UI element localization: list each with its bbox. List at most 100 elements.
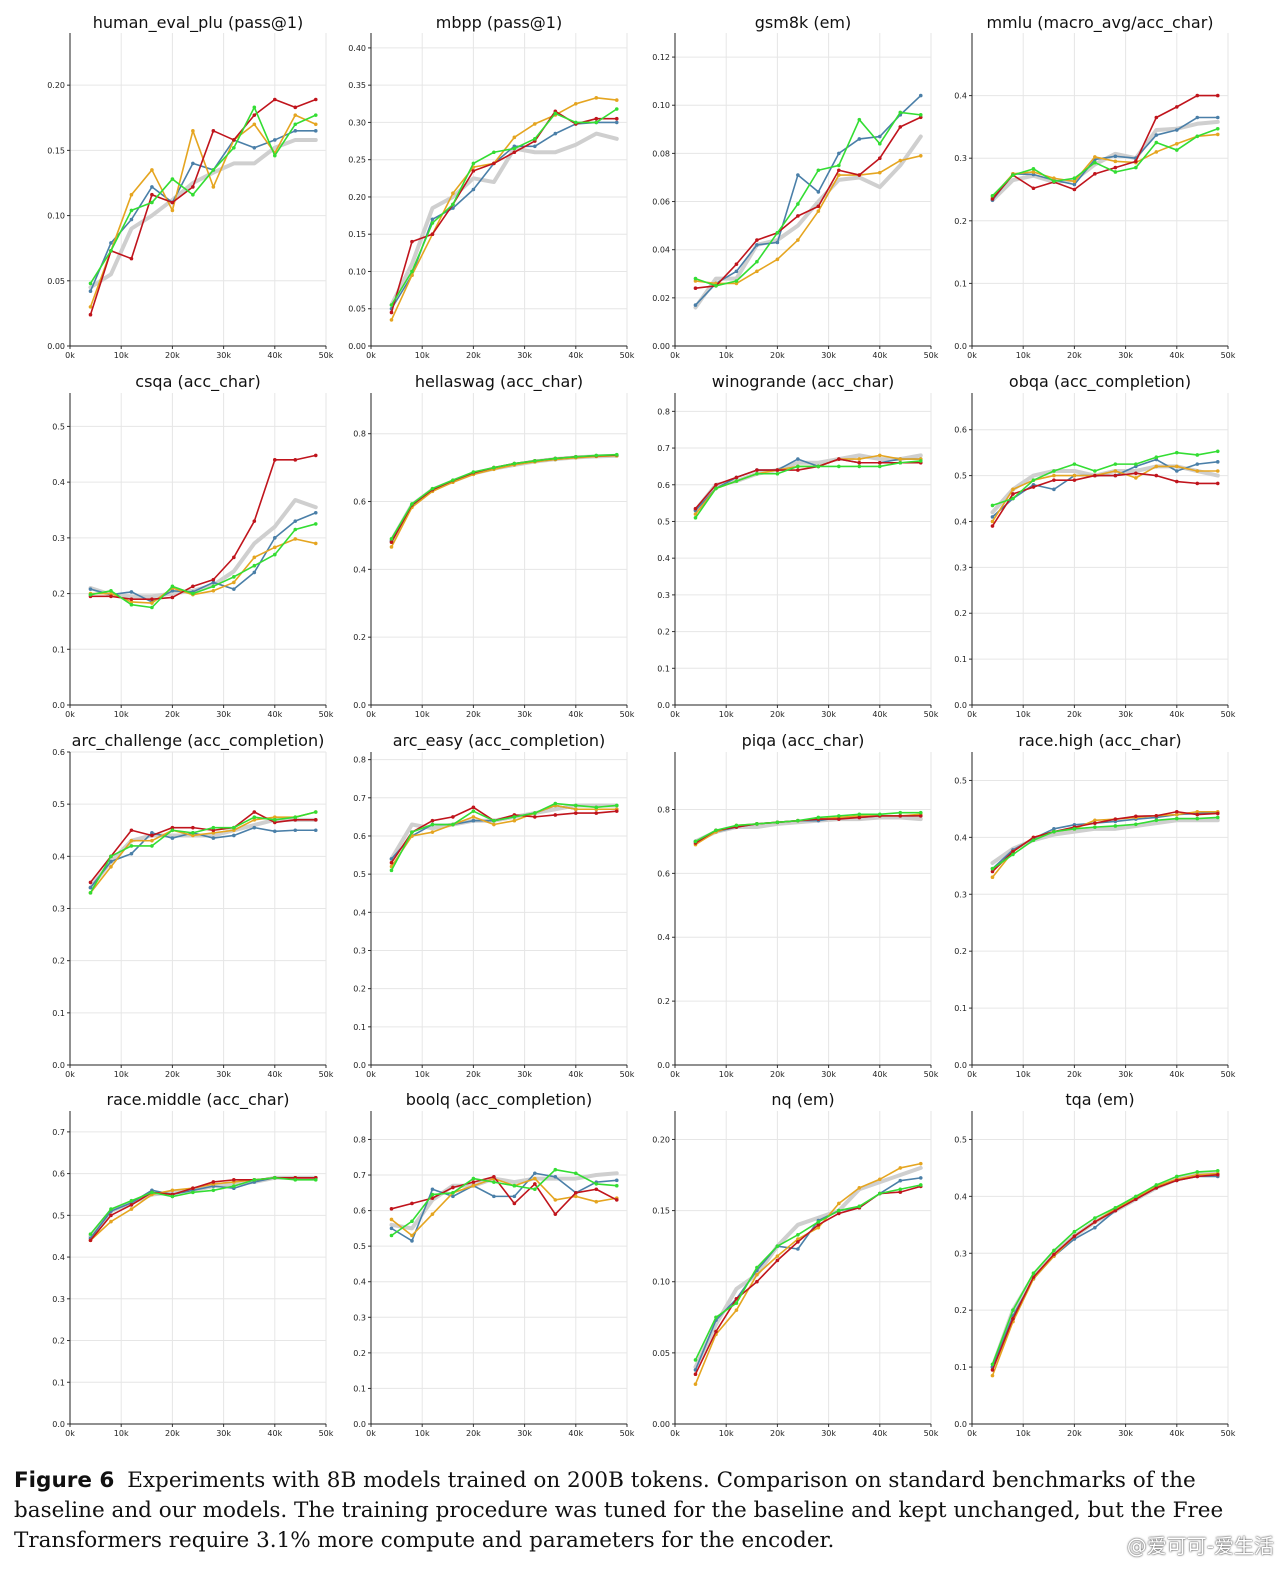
- data-point-red: [211, 577, 216, 582]
- y-tick-label: 0.1: [52, 645, 65, 654]
- chart-panel: piqa (acc_char) 0.0 0.2 0.4 0.6 0.8 0k 10k 20k 30…: [657, 731, 939, 1079]
- data-point-red: [816, 1223, 821, 1227]
- data-point-green: [88, 891, 93, 895]
- data-point-red: [594, 1187, 599, 1192]
- data-point-green: [614, 803, 619, 808]
- y-tick-label: 0.1: [954, 279, 967, 288]
- data-point-blue: [252, 570, 257, 575]
- x-tick-label: 20k: [165, 1429, 180, 1438]
- data-point-orange: [918, 153, 923, 158]
- data-point-orange: [293, 113, 298, 117]
- data-point-red: [129, 256, 134, 261]
- data-point-red: [1175, 479, 1179, 484]
- x-tick-label: 0k: [670, 351, 680, 360]
- x-tick-label: 0k: [967, 1070, 977, 1079]
- data-point-red: [293, 458, 298, 462]
- data-point-red: [1195, 1174, 1200, 1179]
- data-point-blue: [1195, 115, 1200, 120]
- y-tick-label: 0.4: [657, 554, 670, 563]
- data-point-blue: [857, 137, 862, 141]
- data-point-orange: [990, 1373, 995, 1378]
- data-point-green: [430, 221, 435, 225]
- x-tick-label: 0k: [670, 710, 680, 719]
- data-point-orange: [109, 1219, 113, 1224]
- data-point-blue: [451, 1194, 455, 1199]
- y-tick-label: 0.00: [348, 342, 366, 351]
- data-point-blue: [471, 818, 476, 823]
- data-point-green: [553, 111, 558, 116]
- data-point-red: [1093, 473, 1097, 478]
- data-point-red: [451, 1185, 455, 1190]
- x-tick-label: 40k: [568, 710, 583, 719]
- data-point-red: [816, 204, 821, 209]
- data-point-red: [775, 468, 780, 472]
- y-tick-label: 0.10: [348, 267, 366, 276]
- chart-title: winogrande (acc_char): [712, 372, 894, 392]
- data-point-orange: [252, 555, 257, 560]
- data-point-red: [693, 506, 698, 511]
- data-point-blue: [410, 1239, 414, 1243]
- data-point-orange: [1072, 179, 1077, 184]
- y-tick-label: 0.4: [353, 565, 366, 574]
- y-tick-label: 0.25: [348, 156, 366, 165]
- data-point-green: [614, 1183, 619, 1188]
- data-point-green: [837, 1208, 841, 1213]
- data-point-green: [714, 486, 718, 491]
- x-tick-label: 0k: [670, 1429, 680, 1438]
- data-point-green: [734, 823, 739, 828]
- series-line-green: [89, 811, 317, 894]
- data-point-green: [755, 1265, 759, 1270]
- data-point-orange: [594, 1199, 599, 1204]
- data-point-blue: [109, 241, 113, 245]
- data-point-orange: [693, 512, 698, 516]
- series-line-orange: [694, 1162, 922, 1385]
- data-point-blue: [273, 536, 277, 540]
- data-point-green: [252, 1178, 257, 1182]
- chart-panel: mbpp (pass@1) 0.00 0.05 0.10 0.15 0.20 0.25 0.3…: [348, 13, 635, 360]
- data-point-orange: [389, 318, 394, 322]
- data-point-blue: [816, 190, 821, 194]
- data-point-red: [129, 597, 134, 601]
- data-point-green: [232, 145, 236, 150]
- data-point-red: [1215, 93, 1220, 98]
- chart-panel: hellaswag (acc_char) 0.0 0.2 0.4 0.6 0.8 0k 10k…: [353, 372, 635, 719]
- data-point-orange: [109, 864, 113, 869]
- data-point-blue: [1154, 133, 1159, 137]
- series-line-baseline: [389, 1171, 619, 1231]
- data-point-green: [410, 269, 414, 274]
- x-tick-label: 20k: [165, 1070, 180, 1079]
- data-point-green: [471, 470, 476, 474]
- data-point-green: [918, 1183, 923, 1187]
- data-point-green: [878, 464, 882, 469]
- data-point-green: [1175, 1174, 1179, 1179]
- data-point-green: [1031, 1271, 1036, 1275]
- x-tick-label: 0k: [65, 710, 75, 719]
- data-point-green: [918, 810, 923, 815]
- data-point-red: [492, 161, 496, 166]
- data-point-red: [430, 1196, 435, 1200]
- x-tick-label: 0k: [967, 710, 977, 719]
- data-point-orange: [898, 158, 903, 163]
- series-line-baseline: [88, 497, 318, 599]
- y-tick-label: 0.5: [657, 517, 670, 526]
- x-tick-label: 50k: [924, 351, 939, 360]
- data-point-orange: [837, 1201, 841, 1206]
- data-point-red: [1113, 473, 1118, 478]
- series-line-baseline: [389, 453, 619, 543]
- data-point-orange: [755, 269, 759, 274]
- data-point-blue: [512, 1194, 517, 1199]
- data-point-green: [512, 815, 517, 819]
- data-point-blue: [313, 510, 318, 515]
- chart-title: tqa (em): [1065, 1090, 1134, 1109]
- data-point-green: [129, 844, 134, 848]
- data-point-orange: [1175, 464, 1179, 469]
- data-point-green: [857, 464, 862, 469]
- chart-title: obqa (acc_completion): [1009, 372, 1191, 392]
- x-tick-label: 30k: [821, 1070, 836, 1079]
- y-tick-label: 0.5: [52, 1211, 65, 1220]
- y-tick-label: 0.05: [652, 1349, 670, 1358]
- data-point-green: [714, 284, 718, 288]
- data-point-green: [451, 1191, 455, 1195]
- data-point-green: [1134, 822, 1138, 827]
- series-line-orange: [390, 804, 618, 868]
